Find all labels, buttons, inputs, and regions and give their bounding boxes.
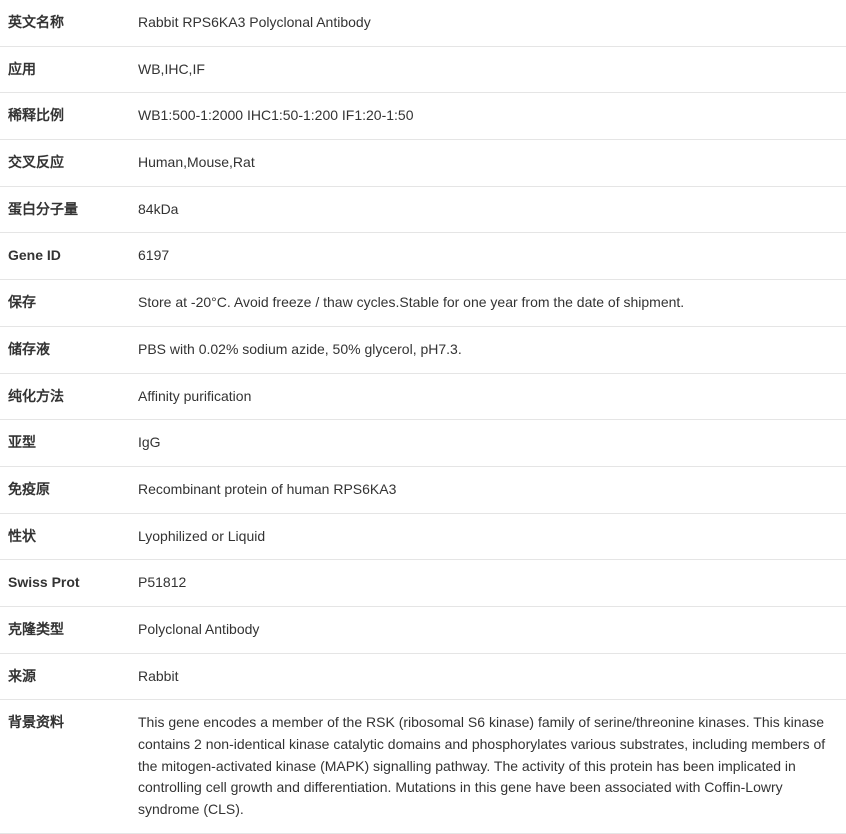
- row-label: Gene ID: [0, 233, 130, 280]
- row-value: Affinity purification: [130, 373, 846, 420]
- row-value: 84kDa: [130, 186, 846, 233]
- row-value: PBS with 0.02% sodium azide, 50% glycero…: [130, 326, 846, 373]
- row-value: IgG: [130, 420, 846, 467]
- table-row: 亚型 IgG: [0, 420, 846, 467]
- row-value: WB1:500-1:2000 IHC1:50-1:200 IF1:20-1:50: [130, 93, 846, 140]
- row-label: 克隆类型: [0, 606, 130, 653]
- row-label: 交叉反应: [0, 140, 130, 187]
- row-value: WB,IHC,IF: [130, 46, 846, 93]
- row-value: Store at -20°C. Avoid freeze / thaw cycl…: [130, 280, 846, 327]
- row-label: 免疫原: [0, 466, 130, 513]
- row-value: This gene encodes a member of the RSK (r…: [130, 700, 846, 833]
- row-value: Human,Mouse,Rat: [130, 140, 846, 187]
- row-value: Rabbit RPS6KA3 Polyclonal Antibody: [130, 0, 846, 46]
- row-value: Polyclonal Antibody: [130, 606, 846, 653]
- spec-table-body: 英文名称 Rabbit RPS6KA3 Polyclonal Antibody …: [0, 0, 846, 833]
- row-value: P51812: [130, 560, 846, 607]
- table-row: 性状 Lyophilized or Liquid: [0, 513, 846, 560]
- row-value: Rabbit: [130, 653, 846, 700]
- row-label: 亚型: [0, 420, 130, 467]
- row-label: 来源: [0, 653, 130, 700]
- table-row: 稀释比例 WB1:500-1:2000 IHC1:50-1:200 IF1:20…: [0, 93, 846, 140]
- spec-table: 英文名称 Rabbit RPS6KA3 Polyclonal Antibody …: [0, 0, 846, 834]
- table-row: 交叉反应 Human,Mouse,Rat: [0, 140, 846, 187]
- table-row: 保存 Store at -20°C. Avoid freeze / thaw c…: [0, 280, 846, 327]
- table-row: Swiss Prot P51812: [0, 560, 846, 607]
- table-row: 储存液 PBS with 0.02% sodium azide, 50% gly…: [0, 326, 846, 373]
- row-label: 纯化方法: [0, 373, 130, 420]
- table-row: Gene ID 6197: [0, 233, 846, 280]
- row-label: 英文名称: [0, 0, 130, 46]
- row-label: 性状: [0, 513, 130, 560]
- row-label: 蛋白分子量: [0, 186, 130, 233]
- table-row: 应用 WB,IHC,IF: [0, 46, 846, 93]
- row-label: 保存: [0, 280, 130, 327]
- row-label: 储存液: [0, 326, 130, 373]
- table-row: 来源 Rabbit: [0, 653, 846, 700]
- row-label: 稀释比例: [0, 93, 130, 140]
- table-row: 蛋白分子量 84kDa: [0, 186, 846, 233]
- table-row: 免疫原 Recombinant protein of human RPS6KA3: [0, 466, 846, 513]
- row-label: Swiss Prot: [0, 560, 130, 607]
- row-label: 背景资料: [0, 700, 130, 833]
- row-value: Lyophilized or Liquid: [130, 513, 846, 560]
- row-label: 应用: [0, 46, 130, 93]
- table-row: 背景资料 This gene encodes a member of the R…: [0, 700, 846, 833]
- row-value: Recombinant protein of human RPS6KA3: [130, 466, 846, 513]
- table-row: 克隆类型 Polyclonal Antibody: [0, 606, 846, 653]
- table-row: 英文名称 Rabbit RPS6KA3 Polyclonal Antibody: [0, 0, 846, 46]
- table-row: 纯化方法 Affinity purification: [0, 373, 846, 420]
- row-value: 6197: [130, 233, 846, 280]
